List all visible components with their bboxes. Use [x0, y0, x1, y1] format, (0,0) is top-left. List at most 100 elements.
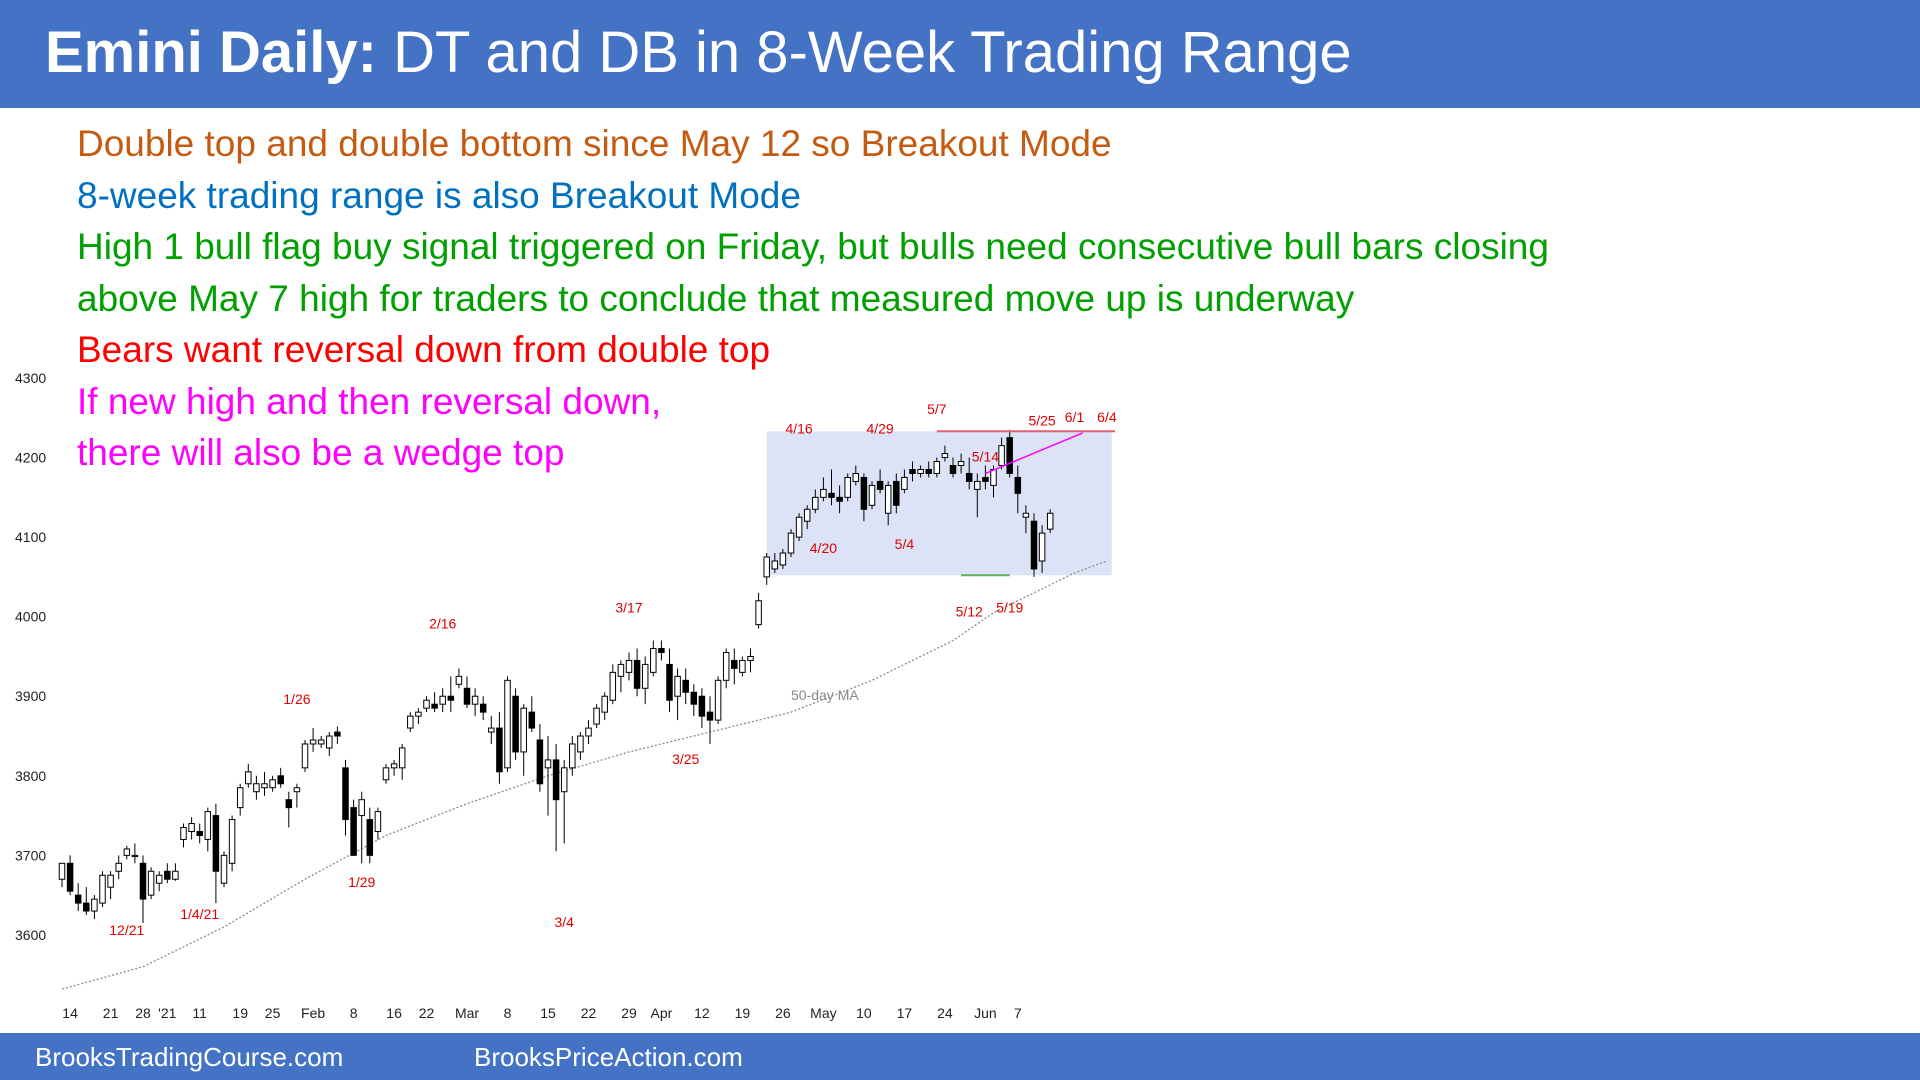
candle-body — [633, 659, 641, 689]
candle-body — [577, 735, 584, 753]
footer-right-site: BrooksPriceAction.com — [474, 1042, 743, 1072]
candle-body — [674, 675, 681, 697]
y-tick-label: 4100 — [15, 529, 46, 545]
date-annotation: 6/1 — [1065, 409, 1085, 425]
x-tick-label: 14 — [62, 1005, 78, 1021]
candle-body — [690, 691, 698, 705]
date-annotation: 3/17 — [615, 600, 642, 616]
candle-body — [455, 675, 463, 685]
x-tick-label: 19 — [232, 1005, 248, 1021]
candle-body — [431, 703, 438, 709]
x-tick-label: 26 — [775, 1005, 791, 1021]
candle-body — [682, 679, 689, 693]
candle-body — [423, 699, 430, 709]
candle-body — [739, 659, 746, 673]
note-5: Bears want reversal down from double top — [77, 329, 771, 370]
x-tick-label: 16 — [386, 1005, 402, 1021]
date-annotation: 12/21 — [109, 922, 144, 938]
candle-body — [155, 874, 163, 884]
candle-body — [650, 648, 657, 673]
candle-body — [382, 767, 390, 781]
candle-body — [115, 862, 122, 872]
candle-body — [552, 759, 560, 801]
candle-body — [949, 465, 957, 474]
candle-body — [803, 508, 811, 522]
candle-body — [261, 783, 268, 789]
x-tick-label: 11 — [192, 1005, 207, 1021]
candle-body — [1022, 512, 1030, 518]
x-tick-label: May — [810, 1005, 836, 1021]
candle-body — [787, 532, 795, 554]
candle-body — [763, 556, 770, 578]
note-1: Double top and double bottom since May 1… — [77, 123, 1112, 164]
note-7: there will also be a wedge top — [77, 432, 565, 473]
candle-body — [488, 727, 495, 733]
x-tick-label: Jun — [974, 1005, 997, 1021]
candle-body — [471, 695, 479, 705]
y-tick-label: 3700 — [15, 847, 46, 863]
date-annotation: 5/14 — [972, 449, 999, 465]
candle-body — [957, 461, 965, 467]
candle-body — [1030, 520, 1038, 570]
y-tick-label: 3600 — [15, 927, 46, 943]
footer-bar: BrooksTradingCourse.com BrooksPriceActio… — [0, 1033, 1920, 1080]
candle-body — [617, 663, 625, 677]
date-annotation: 5/7 — [927, 401, 947, 417]
x-tick-label: 29 — [621, 1005, 637, 1021]
x-tick-label: 22 — [581, 1005, 597, 1021]
candle-body — [293, 787, 301, 793]
candle-body — [601, 695, 608, 713]
candle-body — [609, 671, 617, 701]
x-tick-label: Feb — [301, 1005, 325, 1021]
candle-body — [334, 731, 341, 737]
candle-body — [277, 775, 284, 785]
x-tick-label: 25 — [265, 1005, 281, 1021]
candle-body — [1006, 437, 1013, 474]
candle-body — [779, 552, 787, 566]
candle-body — [1046, 512, 1054, 530]
candle-body — [496, 727, 503, 773]
candle-body — [974, 480, 981, 490]
x-tick-label: 8 — [504, 1005, 512, 1021]
x-tick-label: 28 — [135, 1005, 151, 1021]
candle-body — [731, 659, 738, 669]
candle-body — [91, 898, 98, 912]
x-tick-label: Mar — [455, 1005, 479, 1021]
x-tick-label: 8 — [350, 1005, 358, 1021]
commentary: Double top and double bottom since May 1… — [77, 118, 1549, 479]
candle-body — [398, 747, 406, 769]
y-tick-label: 4200 — [15, 450, 46, 466]
x-tick-label: 21 — [103, 1005, 119, 1021]
candle-body — [560, 767, 568, 793]
date-annotation: 1/4/21 — [180, 906, 219, 922]
candle-body — [666, 663, 673, 701]
candle-body — [747, 655, 754, 661]
candle-body — [1014, 476, 1022, 494]
date-annotation: 5/25 — [1028, 413, 1055, 429]
candle-body — [188, 823, 195, 832]
candle-body — [982, 476, 989, 482]
x-tick-label: Apr — [651, 1005, 673, 1021]
y-tick-label: 4300 — [15, 370, 46, 386]
candle-body — [998, 445, 1005, 467]
candle-body — [893, 480, 900, 506]
date-annotation: 5/4 — [895, 536, 915, 552]
candle-body — [58, 862, 66, 880]
candle-body — [147, 870, 155, 896]
note-3: High 1 bull flag buy signal triggered on… — [77, 226, 1549, 267]
x-tick-label: 19 — [735, 1005, 751, 1021]
candle-body — [593, 707, 600, 725]
candle-body — [123, 848, 131, 856]
candle-body — [99, 874, 106, 904]
x-tick-label: '21 — [158, 1005, 176, 1021]
date-annotation: 4/16 — [785, 421, 812, 437]
candle-body — [714, 679, 722, 721]
candle-body — [447, 695, 455, 701]
candle-body — [172, 870, 179, 880]
candle-body — [868, 484, 876, 506]
candle-body — [204, 811, 212, 840]
footer-left-site: BrooksTradingCourse.com — [35, 1042, 344, 1072]
candle-body — [828, 492, 835, 498]
candle-body — [941, 453, 949, 459]
